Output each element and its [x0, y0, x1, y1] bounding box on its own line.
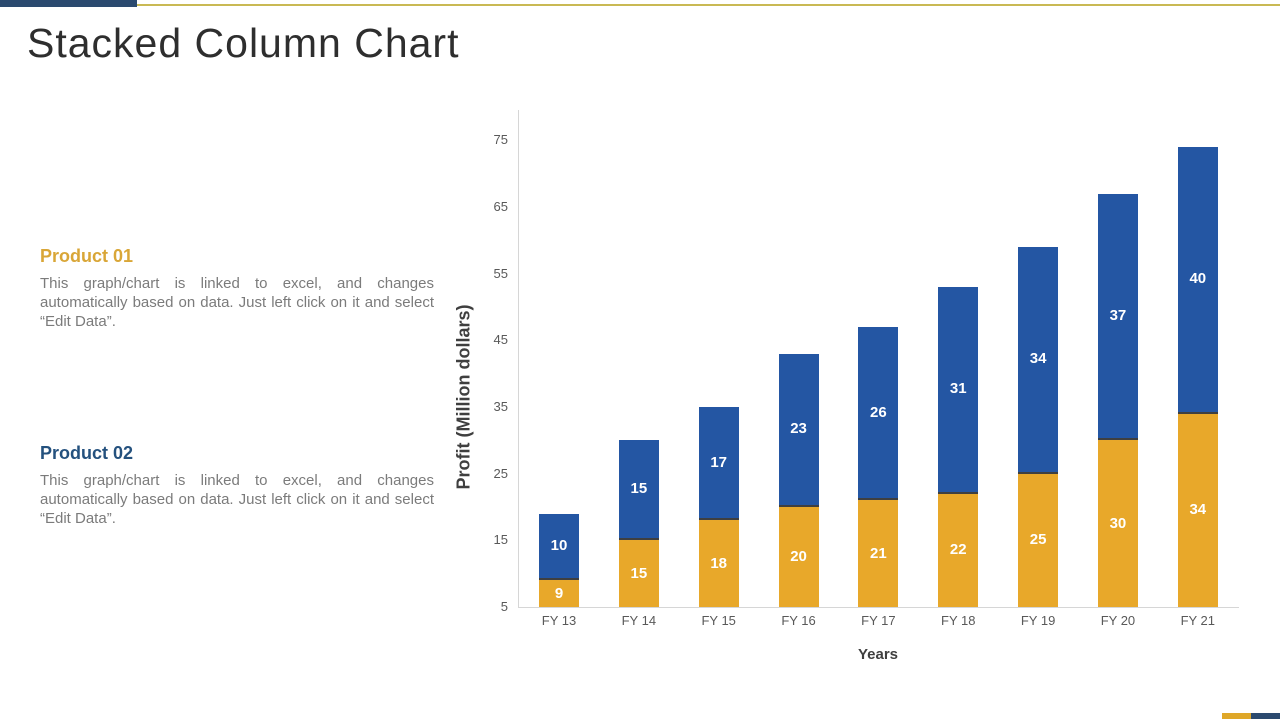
bar-value-label-product-02: 31 — [949, 380, 967, 398]
bar-segment-product-02 — [698, 407, 739, 521]
bar-segment-product-02 — [778, 353, 819, 507]
y-axis-title: Profit (Million dollars) — [453, 304, 474, 490]
y-axis-tick-label: 35 — [493, 399, 508, 415]
bottom-right-gold-accent — [1222, 713, 1251, 719]
bar-value-label-product-02: 10 — [550, 537, 568, 554]
x-axis-tick-label: FY 15 — [701, 613, 736, 628]
bar-segment-product-01 — [938, 493, 979, 607]
bar-segment-product-01 — [618, 540, 659, 607]
y-axis-tick-label: 15 — [493, 532, 508, 548]
bar-value-label-product-02: 40 — [1189, 270, 1207, 288]
chart-plot-area — [518, 110, 1239, 608]
y-axis-tick-label: 75 — [493, 132, 508, 148]
bar-segment-product-02 — [1018, 247, 1059, 474]
bar-segment-product-01 — [1177, 413, 1218, 607]
bar-value-label-product-02: 26 — [870, 403, 887, 421]
bar-segment-product-02 — [1097, 193, 1138, 441]
bar-segment-product-02 — [1177, 147, 1218, 414]
bottom-right-navy-accent — [1251, 713, 1280, 719]
bar-value-label-product-01: 15 — [630, 564, 648, 582]
x-axis-title: Years — [857, 646, 899, 663]
x-axis-tick-label: FY 19 — [1020, 613, 1056, 628]
bar-segment-product-01 — [778, 507, 819, 607]
bar-value-label-product-01: 22 — [949, 541, 967, 559]
y-axis-tick-label: 25 — [493, 465, 508, 481]
x-axis-tick-label: FY 16 — [781, 613, 816, 628]
bar-segment-product-01 — [858, 500, 899, 607]
bar-segment-product-02 — [858, 327, 899, 501]
bar-value-label-product-01: 9 — [554, 584, 564, 602]
top-navy-accent-bar — [0, 0, 137, 7]
y-axis-tick-label: 55 — [493, 265, 508, 281]
bar-segment-product-02 — [618, 440, 659, 541]
bar-segment-product-02 — [938, 287, 979, 494]
bar-value-label-product-01: 18 — [710, 554, 728, 572]
bar-value-label-product-01: 25 — [1029, 531, 1047, 549]
bar-value-label-product-01: 30 — [1109, 514, 1127, 532]
product-02-description: This graph/chart is linked to excel, and… — [40, 472, 434, 527]
bar-value-label-product-01: 20 — [790, 548, 807, 565]
bar-value-label-product-02: 34 — [1029, 350, 1047, 368]
x-axis-tick-label: FY 17 — [861, 613, 896, 628]
bar-segment-product-01 — [1097, 440, 1138, 607]
top-gold-accent-line — [137, 4, 1280, 6]
y-axis-tick-label: 45 — [493, 332, 508, 348]
x-axis-tick-label: FY 13 — [541, 613, 577, 628]
bar-segment-product-01 — [539, 580, 579, 607]
page-title: Stacked Column Chart — [27, 20, 460, 66]
product-02-heading: Product 02 — [40, 443, 134, 463]
product-02-block: Product 02 This graph/chart is linked to… — [40, 443, 434, 528]
y-axis-tick-label: 5 — [500, 599, 508, 614]
x-axis-tick-label: FY 21 — [1180, 613, 1216, 628]
bar-value-label-product-02: 37 — [1109, 307, 1127, 325]
bar-value-label-product-02: 23 — [790, 420, 807, 438]
product-01-block: Product 01 This graph/chart is linked to… — [40, 246, 434, 331]
x-axis-tick-label: FY 14 — [621, 613, 657, 628]
bar-value-label-product-01: 21 — [870, 544, 887, 562]
x-axis-tick-label: FY 20 — [1100, 613, 1136, 628]
bar-segment-product-01 — [1018, 473, 1059, 607]
y-axis-tick-label: 65 — [493, 199, 508, 215]
product-01-heading: Product 01 — [40, 246, 134, 266]
bar-value-label-product-02: 17 — [710, 453, 728, 471]
bar-value-label-product-01: 34 — [1189, 501, 1207, 519]
bar-segment-product-01 — [698, 520, 739, 607]
product-01-description: This graph/chart is linked to excel, and… — [40, 275, 434, 330]
bar-value-label-product-02: 15 — [630, 480, 648, 498]
bar-segment-product-02 — [539, 513, 579, 581]
x-axis-tick-label: FY 18 — [941, 613, 976, 628]
